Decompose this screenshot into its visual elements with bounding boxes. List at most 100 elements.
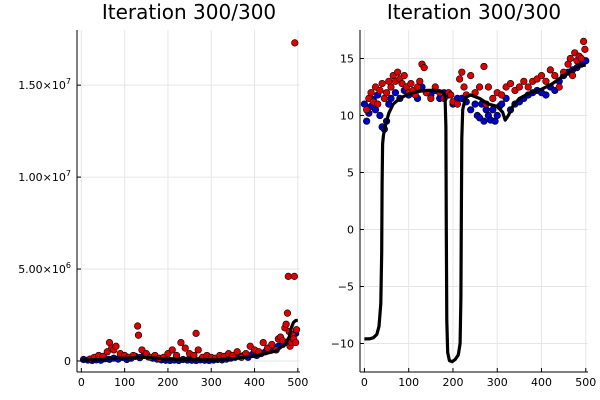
red-data-point [376,86,384,95]
blue-data-point [480,117,488,125]
y-tick-label: 1.50×107 [18,77,71,92]
red-data-point [259,338,267,347]
red-data-point [382,89,391,97]
y-tick-mantissa: 1.00×10 [18,171,66,184]
red-data-point [506,79,515,88]
red-data-point [484,83,492,91]
red-data-point [363,106,371,114]
chart-title: Iteration 300/300 [387,0,561,24]
red-data-point [194,346,202,354]
red-data-point [134,322,142,330]
red-data-point [374,100,382,108]
y-tick-mantissa: −5 [338,281,354,294]
red-data-point [367,89,375,97]
blue-data-point [493,111,501,120]
blue-data-point [363,117,371,125]
blue-data-point [376,111,384,120]
x-tick-label: 200 [157,376,178,389]
y-tick-label: 15 [340,53,354,66]
red-data-point [453,100,461,108]
fit-line [364,63,586,364]
red-data-point [394,68,402,76]
red-data-point [546,66,554,74]
y-tick-mantissa: 5.00×10 [18,263,66,276]
x-tick-label: 200 [442,376,463,389]
x-tick-label: 0 [78,376,85,389]
red-data-point [447,91,455,99]
red-data-point [456,75,464,83]
red-data-point [542,77,550,85]
red-data-point [475,83,484,91]
fit-line [81,318,298,362]
y-tick-mantissa: 5 [347,167,354,180]
x-tick-label: 0 [361,376,368,389]
y-tick-mantissa: 10 [340,110,354,123]
red-data-point [520,77,528,85]
red-data-point [378,79,386,88]
y-tick-exponent: 7 [66,169,71,178]
red-data-point [134,331,143,339]
red-data-point [460,83,468,91]
red-data-point [489,94,497,102]
red-data-point [498,91,506,99]
red-data-point [579,37,588,46]
y-tick-label: 1.00×107 [18,169,71,184]
x-tick-label: 400 [244,376,265,389]
red-data-point [168,346,176,354]
y-tick-exponent: 7 [66,77,71,86]
red-data-point [515,83,523,91]
plot-area [360,37,590,364]
x-tick-label: 400 [531,376,552,389]
y-tick-mantissa: 15 [340,53,354,66]
red-data-point [524,83,532,91]
red-data-point [292,326,301,334]
x-tick-label: 500 [287,376,308,389]
red-data-point [190,351,198,360]
red-data-point [292,338,300,347]
red-data-point [555,83,563,91]
red-data-point [416,77,424,85]
red-data-point [284,272,292,280]
red-data-point [268,340,276,349]
red-data-point [467,71,475,80]
red-data-point [480,62,488,71]
x-tick-label: 100 [398,376,419,389]
chart-panel-2: Iteration 300/300 0 100 200 300 400 500 −10 −5 0 5… [331,0,597,389]
y-tick-label: 5 [347,167,354,180]
y-tick-label: −10 [331,338,354,351]
y-tick-mantissa: 0 [64,355,71,368]
red-data-point [400,71,408,80]
y-tick-label: 5.00×106 [18,261,71,276]
y-tick-mantissa: 0 [347,224,354,237]
blue-data-point [387,94,395,102]
red-data-point [407,79,415,88]
blue-data-point [542,91,550,99]
blue-data-point [391,89,400,97]
red-data-point [291,39,299,47]
red-data-point [177,338,185,347]
red-data-point [387,83,395,91]
red-data-point [282,320,290,328]
x-tick-label: 300 [487,376,508,389]
chart-panel-1: Iteration 300/300 0 100 200 300 400 500 0 5.00×1… [18,0,308,389]
red-data-point [233,348,241,356]
red-data-point [458,68,466,76]
x-tick-label: 500 [575,376,596,389]
red-data-point [581,45,589,53]
red-data-point [290,272,298,280]
red-data-point [551,71,559,80]
red-data-point [566,54,574,63]
plot-area [79,39,301,365]
y-tick-mantissa: −10 [331,338,354,351]
y-tick-exponent: 6 [66,261,71,270]
chart-title: Iteration 300/300 [102,0,276,24]
x-tick-label: 100 [114,376,135,389]
y-tick-mantissa: 1.50×10 [18,79,66,92]
red-data-point [112,342,120,350]
y-tick-label: 0 [347,224,354,237]
y-tick-label: 10 [340,110,354,123]
red-data-point [192,329,200,337]
y-tick-label: 0 [64,355,71,368]
x-tick-label: 300 [201,376,222,389]
